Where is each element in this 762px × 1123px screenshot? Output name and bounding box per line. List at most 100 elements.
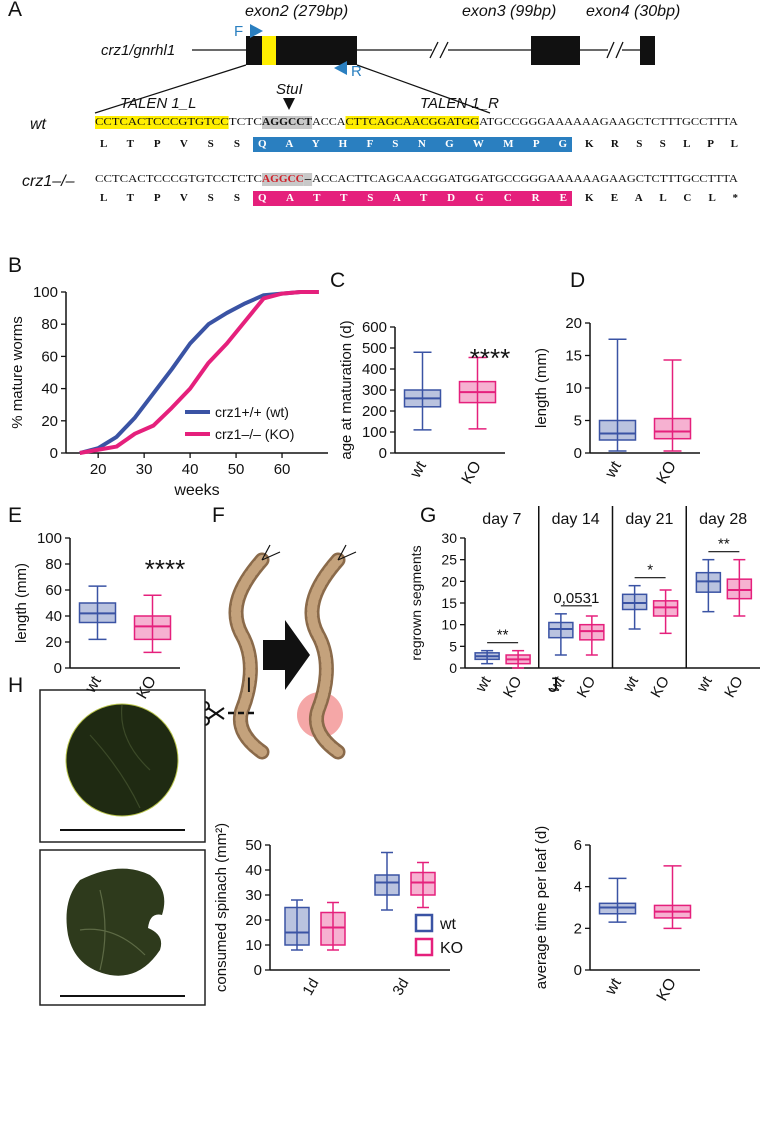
panel-label: H (8, 674, 23, 697)
x-tick-label: KO (654, 459, 680, 488)
primer-r (334, 61, 347, 75)
y-tick-label: 0 (50, 445, 58, 462)
sequence-highlight (345, 116, 480, 129)
y-tick-label: 0 (54, 660, 62, 677)
y-tick-label: 40 (41, 381, 58, 398)
y-axis-label: length (mm) (13, 563, 30, 643)
y-tick-label: 0 (574, 445, 582, 462)
significance: * (647, 562, 653, 579)
x-tick-label: KO (574, 674, 600, 701)
dna-sequence: AGGCCT (262, 116, 313, 128)
x-axis-label: weeks (173, 482, 219, 499)
x-tick-label: 3d (389, 976, 412, 999)
box (726, 578, 753, 600)
y-tick-label: 80 (45, 556, 62, 573)
group-title: day 7 (482, 511, 521, 528)
y-tick-label: 20 (41, 413, 58, 430)
y-tick-label: 20 (565, 315, 582, 332)
y-tick-label: 20 (441, 573, 457, 589)
y-tick-label: 200 (362, 403, 387, 420)
y-tick-label: 20 (45, 634, 62, 651)
significance: **** (470, 343, 510, 373)
significance: ** (497, 627, 509, 644)
group-title: day 14 (552, 511, 600, 528)
y-tick-label: 25 (441, 552, 457, 568)
sequence-highlight (262, 173, 304, 186)
y-tick-label: 400 (362, 361, 387, 378)
x-tick-label: KO (654, 976, 680, 1005)
legend-label: KO (440, 940, 463, 957)
gene-name: crz1/gnrhl1 (101, 42, 175, 59)
y-tick-label: 100 (33, 284, 58, 301)
primer-f (250, 24, 263, 38)
dna-sequence: CCTCACTCCCGTGTCC (95, 116, 229, 128)
box (579, 623, 605, 641)
x-tick-label: 30 (136, 461, 153, 478)
panel-label: J (548, 674, 559, 697)
row-label: wt (30, 116, 47, 133)
y-tick-label: 60 (41, 348, 58, 365)
talen-label: TALEN 1_R (420, 95, 499, 112)
antenna (261, 544, 281, 561)
x-tick-label: 60 (274, 461, 291, 478)
leaf (65, 703, 179, 817)
panel-label: B (8, 254, 22, 277)
y-tick-label: 10 (441, 617, 457, 633)
significance: ** (718, 536, 730, 553)
box (621, 593, 648, 611)
exon-label: exon4 (30bp) (586, 3, 680, 20)
box (653, 417, 692, 440)
exon-4 (640, 36, 655, 65)
target-site (262, 36, 276, 65)
y-tick-label: 15 (565, 348, 582, 365)
legend-swatch (414, 913, 434, 933)
y-tick-label: 0 (574, 962, 582, 979)
group-title: day 28 (699, 511, 747, 528)
leaf-vein (89, 704, 151, 809)
dna-sequence: ACCACTTCAGCAACGGATGGATGCCGGGAAAAAAGAAGCT… (312, 173, 738, 185)
y-tick-label: 80 (41, 316, 58, 333)
x-tick-label: wt (619, 673, 642, 696)
protein-highlight (253, 191, 572, 206)
antenna (337, 544, 357, 561)
sequence-highlight (303, 173, 313, 186)
dna-sequence: TCTC (229, 116, 262, 128)
restriction-site: StuI (276, 81, 303, 98)
talen-label: TALEN 1_L (120, 95, 196, 112)
panel-label: E (8, 504, 22, 527)
panel-label: D (570, 269, 585, 292)
x-tick-label: wt (472, 673, 495, 696)
gene-diagram: crz1/gnrhl1 exon2 (279bp) exon3 (99bp) e… (22, 3, 680, 190)
y-tick-label: 40 (45, 608, 62, 625)
dna-sequence: ATGCCGGGAAAAAAGAAGCTCTTTGCCTTTA (479, 116, 738, 128)
arrow (263, 620, 310, 690)
leaf-photos (39, 689, 206, 1006)
box (652, 600, 679, 617)
protein-sequence: K E A L C L * (585, 192, 739, 204)
panel-label: A (8, 0, 22, 21)
dna-sequence: - (304, 173, 313, 185)
panel-label: C (330, 269, 345, 292)
x-tick-label: KO (647, 674, 673, 701)
zoom-line (94, 64, 247, 114)
box (410, 871, 436, 896)
panel-label: F (212, 504, 225, 527)
box (695, 571, 722, 593)
y-tick-label: 0 (254, 962, 262, 979)
significance: 0,0531 (553, 590, 599, 607)
y-tick-label: 100 (37, 530, 62, 547)
y-tick-label: 0 (449, 660, 457, 676)
dna-sequence: CCTCACTCCCGTGTCCTCTC (95, 173, 262, 185)
leaf-vein (79, 889, 146, 971)
x-tick-label: 50 (228, 461, 245, 478)
exon-label: exon2 (279bp) (245, 3, 348, 20)
x-tick-label: KO (500, 674, 526, 701)
box (320, 911, 346, 946)
y-tick-label: 50 (245, 837, 262, 854)
y-tick-label: 10 (565, 380, 582, 397)
y-tick-label: 100 (362, 424, 387, 441)
worm-segments (231, 555, 267, 757)
dna-sequence: ACCA (312, 116, 345, 128)
y-tick-label: 4 (574, 879, 582, 896)
